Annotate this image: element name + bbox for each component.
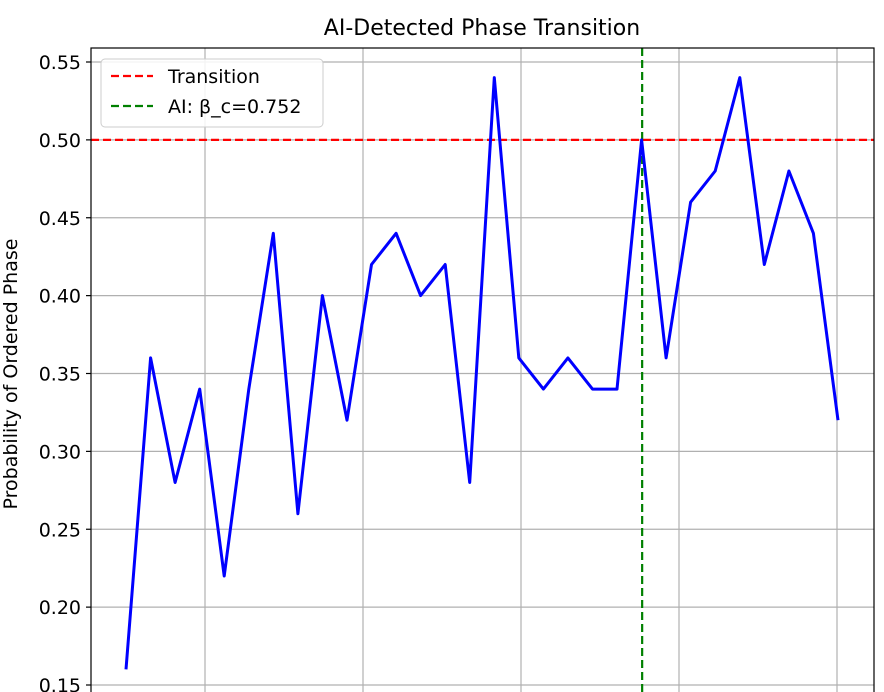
legend: Transition AI: β_c=0.752 xyxy=(100,58,324,128)
y-tick-label: 0.45 xyxy=(39,208,81,230)
y-tick-label: 0.20 xyxy=(39,597,81,619)
y-tick-label: 0.40 xyxy=(39,286,81,308)
legend-label-ai: AI: β_c=0.752 xyxy=(168,96,301,118)
y-tick-label: 0.50 xyxy=(39,130,81,152)
reference-lines xyxy=(91,48,874,692)
y-tick-label: 0.55 xyxy=(39,52,81,74)
y-tick-label: 0.15 xyxy=(39,675,81,692)
chart-title: AI-Detected Phase Transition xyxy=(324,16,640,41)
legend-box xyxy=(100,58,324,128)
y-tick-label: 0.30 xyxy=(39,441,81,463)
series-group xyxy=(124,76,840,670)
legend-label-transition: Transition xyxy=(167,66,260,88)
series-line xyxy=(124,76,840,670)
y-axis-label: Probability of Ordered Phase xyxy=(0,239,22,510)
y-ticks: 0.15 0.20 0.25 0.30 0.35 0.40 0.45 0.50 0.55 xyxy=(39,52,91,692)
plot-frame xyxy=(90,47,875,692)
y-tick-label: 0.25 xyxy=(39,519,81,541)
y-tick-label: 0.35 xyxy=(39,364,81,386)
grid xyxy=(91,48,874,692)
